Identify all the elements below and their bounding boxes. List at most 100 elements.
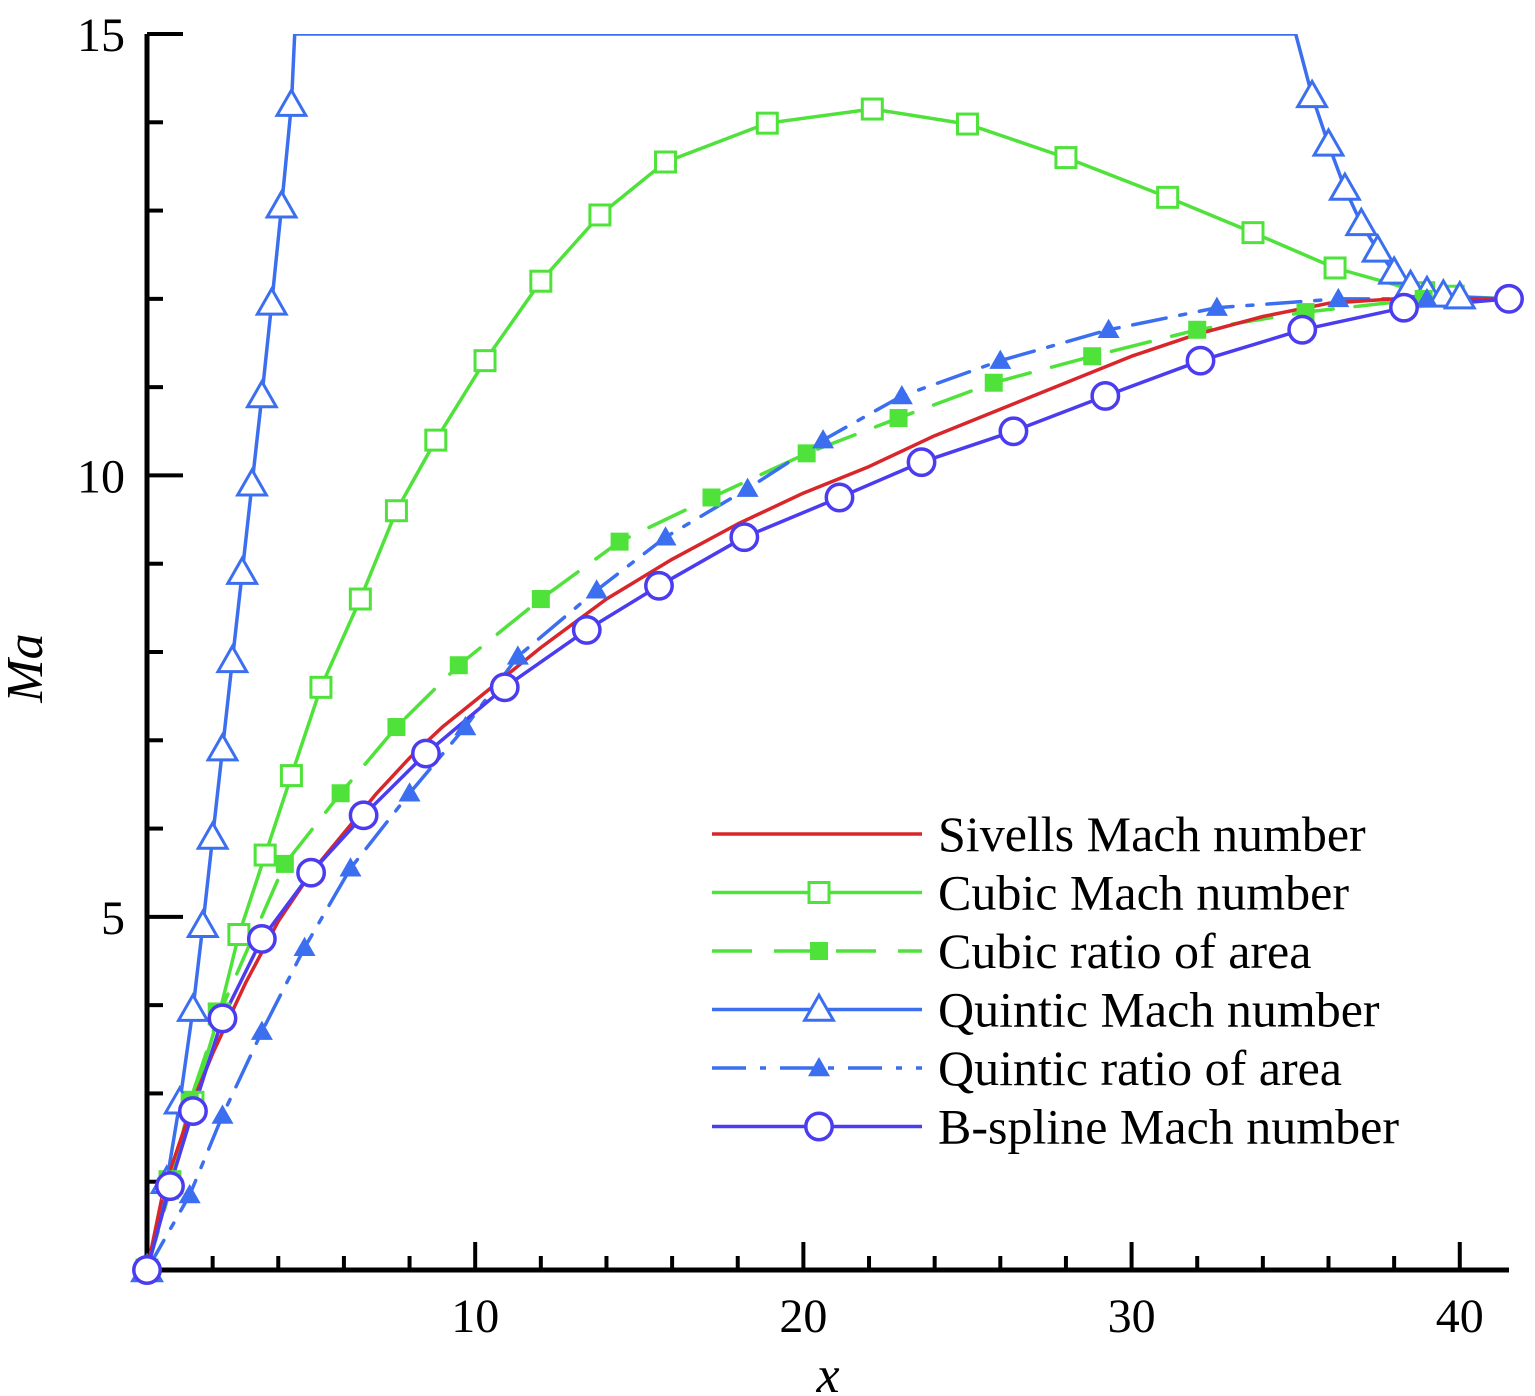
legend-marker-quintic-ratio-of-area (808, 1057, 830, 1077)
legend-item-b-spline-mach-number: B-spline Mach number (712, 1099, 1399, 1155)
data-point-cubic-ratio-of-area (702, 488, 721, 507)
data-point-b-spline-mach-number (1287, 314, 1318, 345)
data-point-quintic-mach-number (244, 378, 279, 409)
legend-label-b-spline-mach-number: B-spline Mach number (938, 1099, 1399, 1155)
data-point-cubic-mach-number (588, 203, 612, 227)
data-point-cubic-ratio-of-area (1188, 320, 1207, 339)
data-point-b-spline-mach-number (411, 738, 441, 769)
data-point-cubic-mach-number (755, 111, 779, 135)
data-point-cubic-ratio-of-area (531, 590, 550, 609)
data-point-b-spline-mach-number (177, 1096, 208, 1127)
data-point-quintic-ratio-of-area (1205, 296, 1228, 316)
data-point-quintic-mach-number (1327, 171, 1362, 201)
x-tick-label: 40 (1436, 1290, 1484, 1343)
data-point-cubic-mach-number (955, 112, 979, 136)
data-point-quintic-mach-number (195, 819, 230, 850)
legend-label-cubic-mach-number: Cubic Mach number (938, 865, 1349, 921)
legend-label-quintic-mach-number: Quintic Mach number (938, 982, 1380, 1038)
data-point-quintic-mach-number (235, 466, 270, 497)
data-point-quintic-ratio-of-area (1415, 287, 1438, 308)
data-point-b-spline-mach-number (246, 923, 277, 954)
data-point-cubic-mach-number (1241, 221, 1265, 245)
legend-label-quintic-ratio-of-area: Quintic ratio of area (938, 1040, 1342, 1096)
data-point-quintic-ratio-of-area (890, 384, 913, 405)
data-point-b-spline-mach-number (998, 416, 1029, 447)
legend-label-cubic-ratio-of-area: Cubic ratio of area (938, 923, 1311, 979)
data-point-cubic-ratio-of-area (610, 532, 629, 551)
data-point-quintic-mach-number (1377, 254, 1412, 285)
data-point-b-spline-mach-number (132, 1255, 162, 1285)
data-point-quintic-mach-number (205, 731, 240, 762)
legend-item-sivells-mach-number: Sivells Mach number (712, 806, 1366, 862)
data-point-cubic-ratio-of-area (275, 854, 294, 873)
data-point-cubic-mach-number (473, 349, 497, 373)
data-point-b-spline-mach-number (1185, 345, 1216, 376)
data-point-quintic-ratio-of-area (506, 645, 529, 665)
data-point-b-spline-mach-number (155, 1171, 185, 1202)
data-point-cubic-mach-number (1323, 256, 1347, 280)
data-point-quintic-mach-number (185, 908, 220, 938)
data-point-cubic-ratio-of-area (449, 656, 468, 675)
legend-marker-b-spline-mach-number (804, 1111, 834, 1142)
x-axis-title: x (815, 1347, 839, 1396)
data-point-quintic-mach-number (274, 87, 309, 117)
data-point-cubic-mach-number (348, 587, 372, 611)
data-point-cubic-mach-number (529, 269, 553, 293)
data-point-quintic-mach-number (1344, 206, 1379, 237)
data-point-quintic-ratio-of-area (250, 1020, 273, 1040)
data-point-quintic-ratio-of-area (211, 1104, 234, 1124)
data-point-quintic-ratio-of-area (1327, 287, 1350, 308)
x-tick-label: 30 (1108, 1290, 1156, 1343)
data-point-cubic-mach-number (860, 97, 884, 121)
data-point-b-spline-mach-number (906, 447, 937, 478)
x-tick-label: 10 (451, 1290, 499, 1343)
data-point-quintic-ratio-of-area (293, 936, 316, 957)
data-point-b-spline-mach-number (824, 482, 855, 513)
data-point-b-spline-mach-number (1494, 283, 1524, 314)
data-point-quintic-mach-number (225, 555, 260, 585)
data-point-cubic-mach-number (1156, 185, 1180, 209)
data-point-cubic-mach-number (424, 428, 448, 452)
data-point-b-spline-mach-number (729, 522, 760, 553)
data-point-quintic-ratio-of-area (454, 716, 477, 736)
data-point-quintic-ratio-of-area (1097, 318, 1120, 339)
data-point-cubic-mach-number (309, 675, 333, 699)
data-point-quintic-ratio-of-area (398, 782, 421, 802)
data-point-cubic-ratio-of-area (331, 784, 350, 803)
data-point-cubic-mach-number (227, 923, 251, 947)
data-point-cubic-mach-number (384, 499, 408, 523)
data-point-quintic-mach-number (264, 188, 299, 219)
data-point-quintic-mach-number (1360, 232, 1395, 263)
data-point-quintic-ratio-of-area (812, 429, 835, 449)
legend-marker-quintic-mach-number (802, 992, 836, 1022)
data-point-cubic-mach-number (279, 764, 303, 788)
data-point-quintic-mach-number (175, 992, 210, 1022)
data-point-b-spline-mach-number (571, 614, 602, 645)
data-point-quintic-mach-number (1442, 279, 1477, 310)
y-tick-label: 10 (77, 450, 125, 503)
data-point-cubic-ratio-of-area (889, 409, 908, 428)
data-point-b-spline-mach-number (644, 570, 674, 601)
series-line-quintic-ratio-of-area (147, 297, 1509, 1270)
data-point-b-spline-mach-number (1389, 292, 1419, 323)
legend-marker-cubic-ratio-of-area (810, 942, 828, 960)
axes: 10 20 30 40 5 10 15 x Ma (0, 9, 1509, 1396)
x-tick-label: 20 (779, 1290, 827, 1343)
data-point-quintic-ratio-of-area (989, 349, 1012, 369)
data-point-b-spline-mach-number (296, 857, 327, 888)
data-point-quintic-ratio-of-area (585, 579, 608, 599)
data-point-cubic-ratio-of-area (797, 444, 816, 463)
data-point-quintic-ratio-of-area (736, 477, 759, 497)
data-point-b-spline-mach-number (207, 1003, 238, 1034)
data-point-cubic-mach-number (253, 843, 277, 867)
data-point-cubic-mach-number (654, 150, 678, 174)
y-axis-title: Ma (0, 633, 54, 703)
y-tick-label: 5 (101, 892, 125, 945)
data-point-quintic-mach-number (1295, 78, 1330, 109)
legend-item-cubic-mach-number: Cubic Mach number (712, 865, 1349, 921)
legend-marker-cubic-mach-number (807, 881, 831, 904)
data-point-quintic-ratio-of-area (178, 1183, 201, 1204)
data-point-cubic-ratio-of-area (1083, 347, 1102, 366)
data-point-cubic-ratio-of-area (984, 373, 1003, 392)
data-point-cubic-mach-number (1054, 146, 1078, 170)
